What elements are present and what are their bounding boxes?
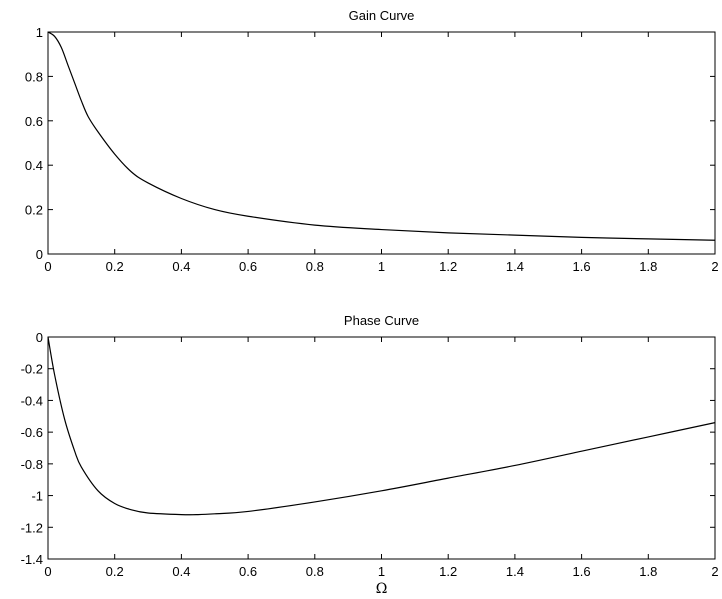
x-tick-label: 0.2 — [106, 564, 124, 579]
y-tick-label: -0.4 — [21, 393, 43, 408]
y-tick-label: -0.8 — [21, 457, 43, 472]
x-axis-label: Ω — [376, 581, 388, 597]
x-tick-label: 2 — [711, 564, 718, 579]
x-tick-label: 1 — [378, 564, 385, 579]
x-tick-label: 1.2 — [439, 564, 457, 579]
x-tick-label: 2 — [711, 259, 718, 274]
chart-title: Gain Curve — [349, 8, 415, 23]
gain-chart: Gain Curve 0 0.2 0.4 0.6 0.8 1 1.2 1.4 1.6 1.8 2 0 0.… — [25, 8, 719, 274]
x-tick-label: 0 — [44, 259, 51, 274]
x-tick-label: 0.6 — [239, 564, 257, 579]
plot-frame — [47, 336, 716, 560]
y-tick-label: -0.6 — [21, 425, 43, 440]
x-tick-label: 0 — [44, 564, 51, 579]
y-tick-label: 0.8 — [25, 69, 43, 84]
x-tick-label: 1.8 — [639, 564, 657, 579]
y-tick-label: 0 — [36, 247, 43, 262]
y-tick-label: 0 — [36, 330, 43, 345]
x-tick-label: 0.4 — [172, 564, 190, 579]
x-tick-label: 1 — [378, 259, 385, 274]
x-tick-label: 1.4 — [506, 259, 524, 274]
phase-curve-line — [47, 336, 716, 516]
y-tick-label: -1.2 — [21, 520, 43, 535]
y-tick-label: 0.4 — [25, 158, 43, 173]
x-tick-label: 1.2 — [439, 259, 457, 274]
x-tick-label: 0.8 — [306, 259, 324, 274]
y-tick-label: -0.2 — [21, 362, 43, 377]
x-tick-label: 1.8 — [639, 259, 657, 274]
chart-title: Phase Curve — [344, 313, 419, 328]
y-tick-label: 0.2 — [25, 203, 43, 218]
y-tick-label: 0.6 — [25, 114, 43, 129]
x-tick-label: 0.4 — [172, 259, 190, 274]
x-tick-label: 1.4 — [506, 564, 524, 579]
y-tick-label: 1 — [36, 25, 43, 40]
x-tick-label: 0.6 — [239, 259, 257, 274]
y-tick-label: -1.4 — [21, 552, 43, 567]
gain-curve-line — [47, 31, 716, 241]
plot-frame — [47, 31, 716, 255]
x-tick-label: 1.6 — [573, 564, 591, 579]
x-tick-label: 1.6 — [573, 259, 591, 274]
y-tick-label: -1 — [31, 489, 43, 504]
x-tick-label: 0.2 — [106, 259, 124, 274]
x-tick-label: 0.8 — [306, 564, 324, 579]
